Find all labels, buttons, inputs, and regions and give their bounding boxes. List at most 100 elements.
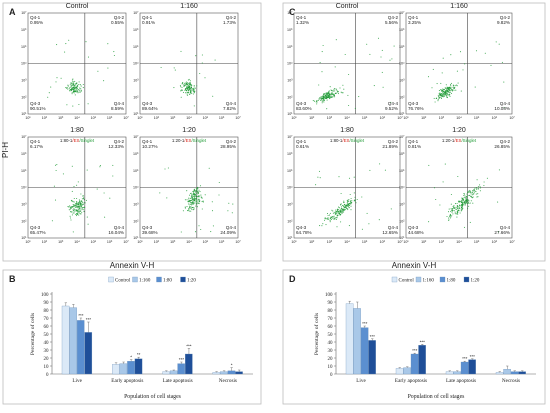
legend-label: 1:20: [471, 279, 480, 284]
y-tick-label: 10⁴: [399, 62, 405, 66]
quadrant-percent: 26.85%: [494, 144, 510, 149]
event-dot: [338, 212, 340, 214]
event-dot: [466, 199, 468, 201]
event-dot: [457, 82, 459, 84]
x-tick-label: 10⁶: [380, 240, 386, 244]
event-dot: [471, 190, 474, 192]
event-dot: [454, 203, 457, 205]
event-dot: [191, 84, 193, 86]
event-dot: [456, 213, 458, 215]
bar: [403, 367, 411, 375]
gate-label: 1:20-1/ES/Singlet: [442, 138, 477, 143]
event-dot: [340, 203, 342, 205]
event-dot: [201, 197, 203, 199]
event-dot: [479, 186, 481, 188]
y-tick-label: 10⁵: [133, 45, 139, 49]
event-dot: [332, 216, 334, 218]
plot-title: 1:80: [70, 127, 84, 134]
bar: [227, 370, 236, 375]
event-dot: [329, 95, 331, 97]
event-dot: [69, 89, 71, 91]
event-dot: [54, 199, 57, 201]
event-dot: [202, 200, 204, 202]
event-dot: [194, 196, 196, 198]
y-tick-label: 100: [41, 293, 49, 298]
event-dot: [443, 95, 445, 98]
event-dot: [450, 82, 453, 84]
event-dot: [332, 96, 334, 98]
event-dot: [194, 198, 197, 200]
event-dot: [440, 89, 442, 91]
gate-part: /ES: [342, 138, 349, 143]
event-dot: [79, 205, 81, 207]
event-dot: [459, 207, 461, 209]
event-dot: [190, 210, 192, 212]
event-dot: [474, 187, 476, 189]
legend-swatch: [180, 276, 186, 283]
event-dot: [503, 107, 505, 109]
event-dot: [313, 100, 316, 102]
event-dot: [71, 200, 73, 202]
event-dot: [464, 63, 466, 65]
event-dot: [348, 205, 351, 207]
event-dot: [74, 206, 76, 208]
event-dot: [78, 91, 80, 93]
event-dot: [76, 209, 78, 211]
event-dot: [321, 102, 323, 104]
event-dot: [341, 212, 343, 214]
event-dot: [76, 82, 78, 84]
x-tick-label: 10²: [309, 116, 315, 120]
event-dot: [188, 90, 190, 92]
event-dot: [73, 84, 75, 86]
event-dot: [77, 89, 80, 91]
event-dot: [455, 208, 457, 210]
event-dot: [341, 212, 343, 214]
event-dot: [428, 164, 430, 166]
quadrant-name: Q4-1: [142, 15, 153, 20]
event-dot: [330, 216, 333, 219]
event-dot: [76, 212, 78, 215]
event-dot: [159, 192, 161, 194]
event-dot: [468, 191, 470, 193]
event-dot: [442, 88, 444, 90]
quadrant-percent: 12.65%: [382, 230, 398, 235]
event-dot: [440, 93, 443, 95]
x-tick-label: 10³: [439, 240, 445, 244]
x-tick-label: 10⁷: [509, 116, 515, 120]
event-dot: [186, 87, 188, 89]
event-dot: [193, 200, 195, 202]
event-dot: [479, 190, 481, 192]
event-dot: [461, 197, 463, 199]
event-dot: [188, 207, 190, 210]
event-dot: [317, 176, 319, 178]
event-dot: [348, 204, 350, 207]
event-dot: [335, 209, 337, 211]
event-dot: [444, 89, 446, 91]
quadrant-name: Q4-2: [114, 139, 125, 144]
event-dot: [442, 57, 444, 59]
event-dot: [466, 202, 468, 204]
event-dot: [83, 197, 85, 199]
event-dot: [463, 193, 466, 195]
event-dot: [446, 215, 448, 218]
bar: [134, 358, 143, 375]
event-dot: [184, 92, 187, 94]
event-dot: [200, 194, 202, 196]
event-dot: [72, 84, 74, 86]
event-dot: [369, 53, 371, 55]
event-dot: [79, 87, 81, 89]
event-dot: [74, 205, 76, 207]
event-dot: [199, 191, 201, 193]
y-tick-label: 10²: [399, 95, 405, 99]
event-dot: [188, 87, 190, 89]
event-dot: [79, 204, 82, 206]
quadrant-percent: 5.56%: [385, 20, 398, 25]
x-tick-label: 10⁴: [74, 116, 80, 120]
y-tick-label: 10⁵: [287, 45, 293, 49]
event-dot: [82, 209, 84, 211]
event-dot: [78, 81, 80, 83]
event-dot: [464, 195, 466, 197]
event-dot: [84, 202, 86, 204]
